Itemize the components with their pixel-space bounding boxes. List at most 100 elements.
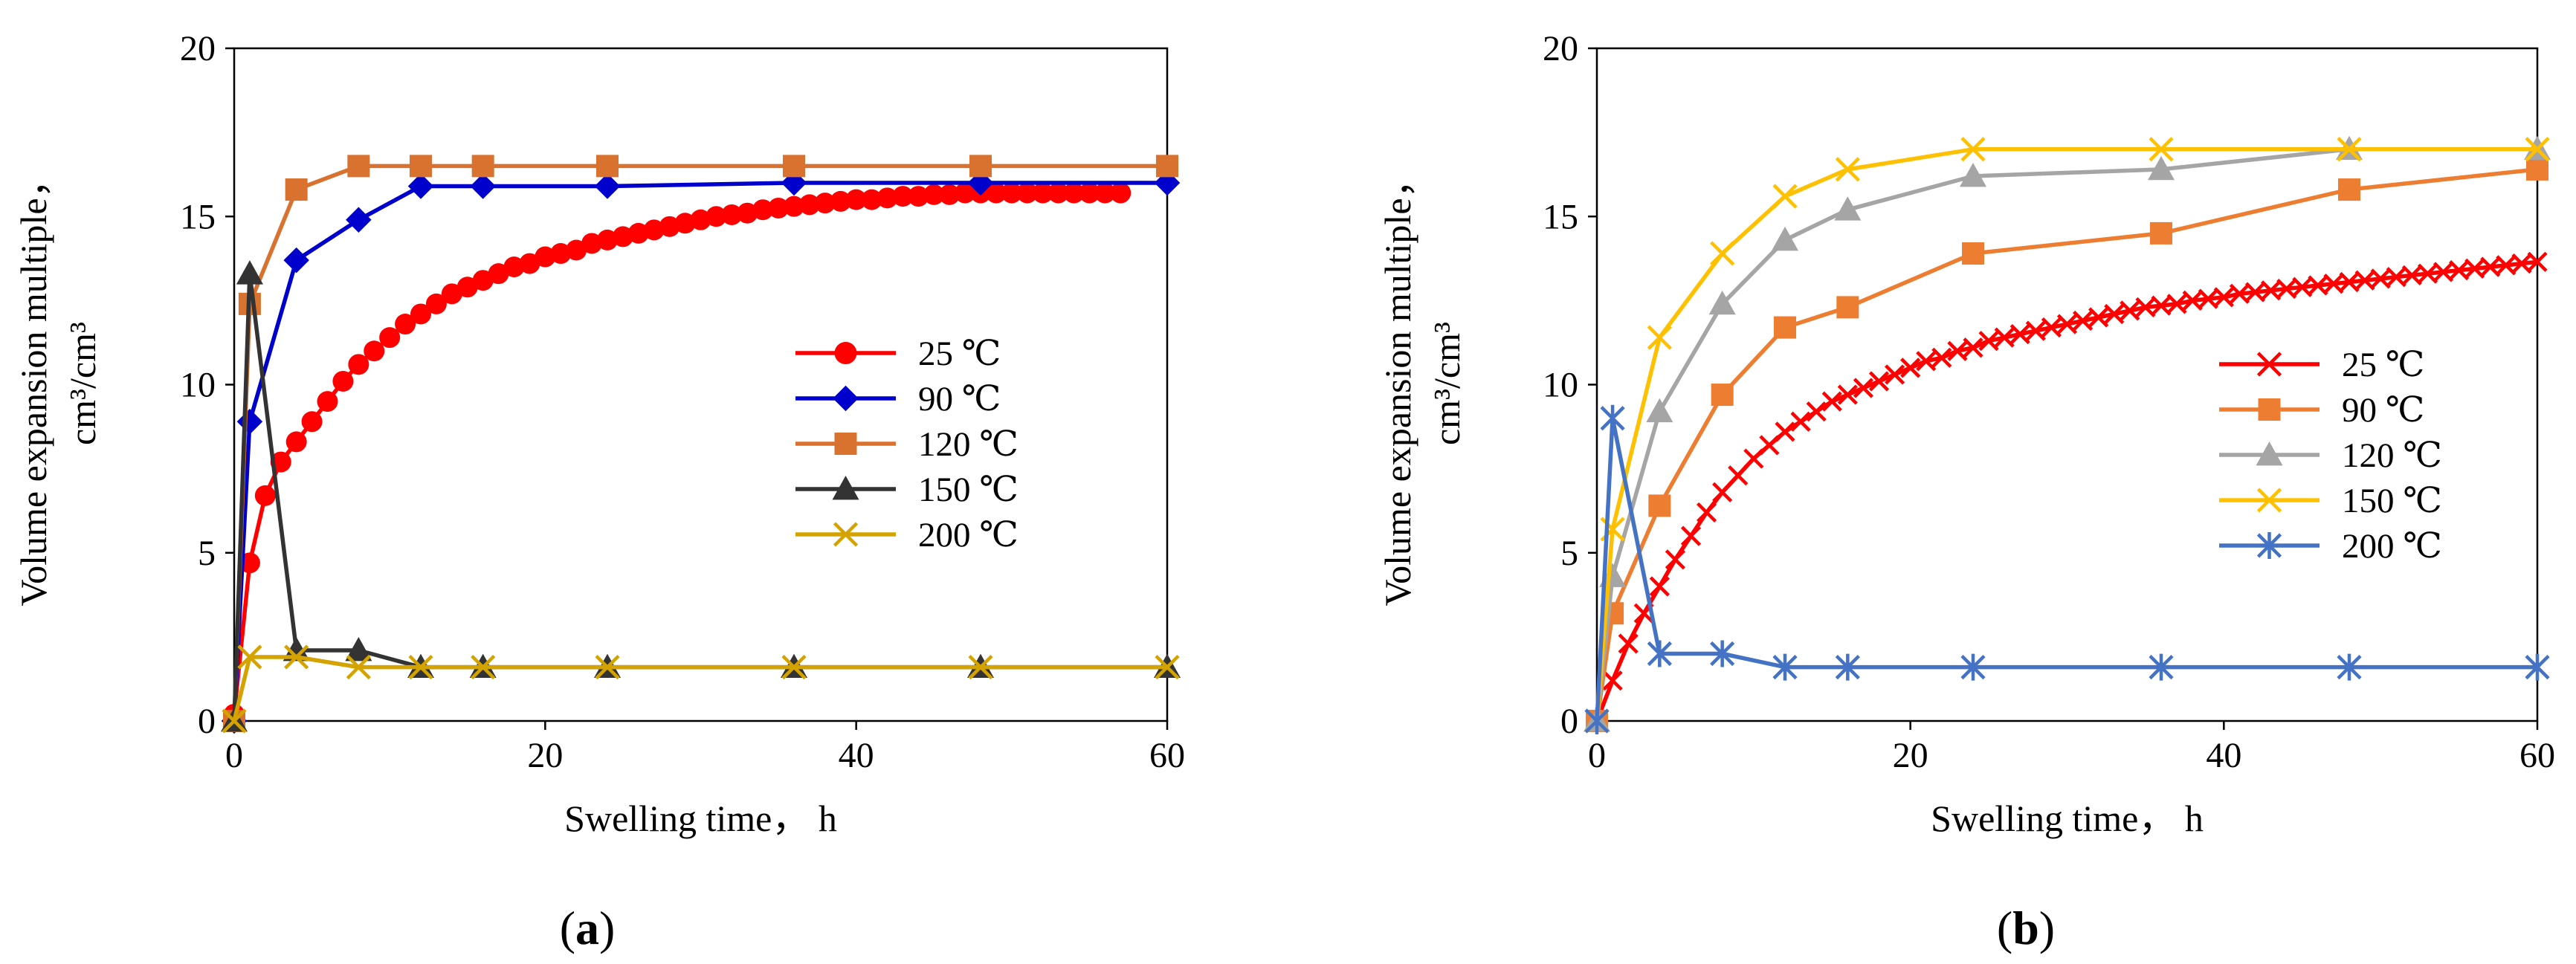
chart-a-ytick-label: 20 xyxy=(180,29,216,68)
chart-a-data-point xyxy=(222,708,247,734)
chart-b-ytick-label: 15 xyxy=(1543,197,1578,236)
chart-a-legend-label: 200 ℃ xyxy=(918,516,1019,554)
chart-a-ytick-label: 5 xyxy=(198,534,216,573)
chart-a-xtick-label: 0 xyxy=(225,736,243,775)
chart-b-data-point xyxy=(1994,327,2015,348)
chart-b-data-point xyxy=(2337,653,2362,681)
chart-b-data-point xyxy=(1868,371,1890,392)
chart-b-data-point xyxy=(1835,157,1860,182)
chart-a-data-point xyxy=(1155,655,1180,680)
chart-a-data-point xyxy=(955,182,976,204)
chart-a-data-point xyxy=(379,327,401,349)
chart-b: 0 5 10 15 20 0 20 40 60 Swelling time， h Volume ex… xyxy=(1377,29,2555,954)
chart-a-data-point xyxy=(594,173,621,199)
chart-b-data-point xyxy=(1647,325,1672,350)
chart-a-data-point xyxy=(721,204,743,225)
chart-a-xtick-label: 60 xyxy=(1149,736,1185,775)
chart-a-data-point xyxy=(908,186,929,207)
chart-a-ytick-label: 15 xyxy=(180,197,216,236)
chart-a-legend-marker xyxy=(833,522,859,547)
chart-a-data-point xyxy=(407,173,434,199)
chart-b-data-point xyxy=(2104,303,2125,325)
chart-a-data-point xyxy=(1032,182,1053,204)
chart-a-data-point xyxy=(597,229,618,250)
chart-b-data-point xyxy=(2527,251,2548,272)
chart-b-data-point xyxy=(1853,378,1874,398)
chart-a-data-point xyxy=(472,270,494,291)
chart-a-legend-item: 120 ℃ xyxy=(795,425,1019,464)
chart-a-data-point xyxy=(627,222,649,244)
chart-a-data-point xyxy=(968,655,993,680)
chart-a-data-point xyxy=(752,199,774,221)
chart-b-series-3 xyxy=(1584,137,2550,734)
chart-a-data-point xyxy=(254,485,276,506)
chart-a-series-4 xyxy=(222,644,1180,734)
chart-a-legend-label: 120 ℃ xyxy=(918,425,1019,464)
chart-a: 0 5 10 15 20 0 20 40 60 Swelling time， h Volume ex… xyxy=(13,29,1185,954)
chart-a-data-point xyxy=(1079,182,1100,204)
chart-a-data-point xyxy=(345,636,372,661)
chart-a-data-point xyxy=(596,155,619,178)
chart-b-data-point xyxy=(1600,404,1625,432)
chart-a-data-point xyxy=(236,409,263,435)
chart-a-legend-marker xyxy=(834,433,857,455)
chart-a-data-point xyxy=(332,370,354,392)
chart-b-panel-label: (b) xyxy=(1997,902,2055,954)
chart-b-data-point xyxy=(1960,162,1986,187)
chart-a-data-point xyxy=(877,187,898,209)
chart-a-data-point xyxy=(861,189,882,210)
chart-b-data-point xyxy=(2025,320,2046,341)
chart-a-data-point xyxy=(1016,182,1038,204)
chart-a-data-point xyxy=(768,197,790,219)
chart-a-data-point xyxy=(301,411,323,433)
chart-a-data-point xyxy=(441,283,462,305)
chart-a-ytick-label: 0 xyxy=(198,702,216,741)
chart-b-data-point xyxy=(2525,653,2550,681)
chart-a-data-point xyxy=(798,194,820,216)
chart-b-legend-label: 120 ℃ xyxy=(2342,436,2442,475)
chart-b-ytick-label: 0 xyxy=(1560,702,1578,741)
chart-a-data-point xyxy=(1156,155,1178,178)
chart-a-y-axis-label: Volume expansion multiple， xyxy=(13,161,54,606)
chart-a-legend-label: 150 ℃ xyxy=(918,470,1019,509)
chart-b-data-point xyxy=(1696,502,1717,523)
chart-b-data-point xyxy=(1584,708,1610,734)
chart-b-data-point xyxy=(2166,294,2187,314)
chart-b-data-point xyxy=(1618,633,1639,654)
chart-b-data-point xyxy=(1836,296,1859,319)
chart-a-data-point xyxy=(814,193,836,214)
chart-a-data-point xyxy=(781,655,807,680)
chart-a-data-point xyxy=(1047,182,1069,204)
chart-b-data-point xyxy=(2525,137,2550,162)
chart-b-data-point xyxy=(2337,137,2362,162)
chart-a-legend-item: 90 ℃ xyxy=(795,380,1001,418)
chart-b-data-point xyxy=(1708,290,1736,315)
chart-b-legend-marker xyxy=(2256,352,2282,377)
chart-b-data-point xyxy=(2041,317,2062,338)
chart-a-data-point xyxy=(1110,182,1132,204)
chart-a-data-point xyxy=(364,340,385,362)
chart-b-y-axis-unit: cm³/cm³ xyxy=(1426,322,1468,445)
chart-b-legend-marker xyxy=(2256,532,2282,559)
chart-b-data-point xyxy=(1602,670,1623,691)
chart-b-data-point xyxy=(1647,640,1672,667)
chart-a-ytick-label: 10 xyxy=(180,366,216,405)
chart-b-x-axis-label: Swelling time， h xyxy=(1931,798,2204,839)
chart-b-data-point xyxy=(1834,196,1862,221)
chart-a-data-point xyxy=(985,182,1007,204)
chart-a-legend-item: 200 ℃ xyxy=(795,516,1019,554)
chart-b-data-point xyxy=(1772,226,1798,251)
chart-b-xtick-label: 0 xyxy=(1588,736,1606,775)
chart-a-data-point xyxy=(456,276,478,298)
chart-a-data-point xyxy=(1094,182,1116,204)
chart-b-data-point xyxy=(1806,401,1827,422)
chart-a-data-point xyxy=(410,303,431,325)
chart-b-xtick-label: 40 xyxy=(2206,736,2241,775)
chart-b-legend-marker xyxy=(2258,398,2281,421)
chart-a-data-point xyxy=(285,431,307,453)
chart-b-data-point xyxy=(1931,347,1952,368)
chart-a-data-point xyxy=(488,263,509,285)
chart-b-ytick-label: 10 xyxy=(1543,366,1578,405)
chart-b-data-point xyxy=(1646,398,1673,423)
